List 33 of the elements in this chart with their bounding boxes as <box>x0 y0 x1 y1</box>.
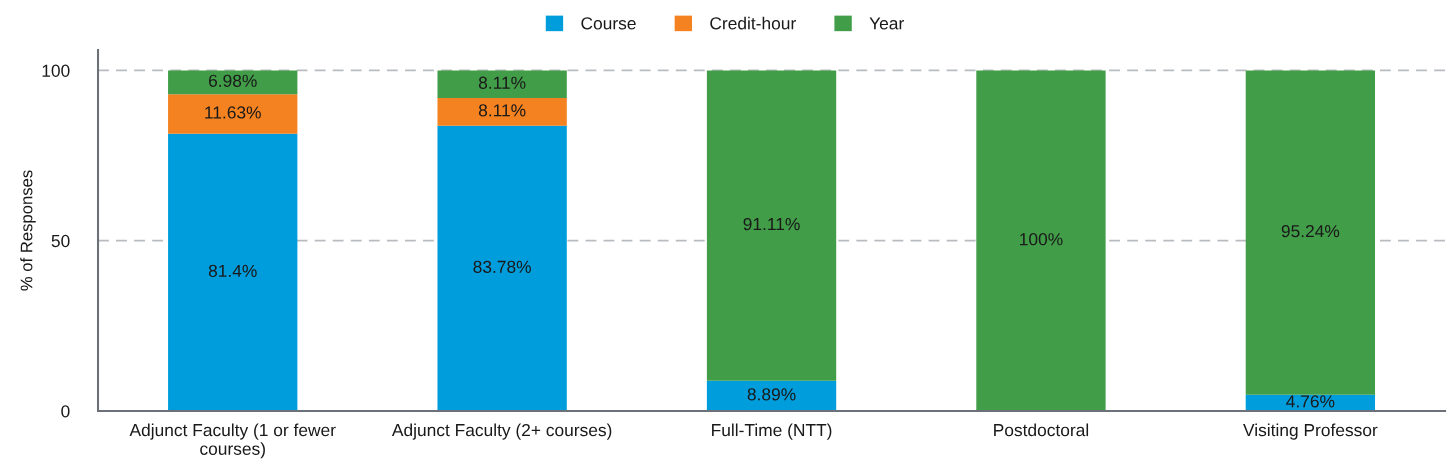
data-label: 95.24% <box>1281 224 1340 238</box>
bar <box>168 94 298 134</box>
x-tick-label: Adjunct Faculty (1 or fewer courses) <box>129 423 336 459</box>
bar <box>437 98 567 126</box>
data-label: 81.4% <box>208 264 257 278</box>
bar <box>976 70 1106 411</box>
y-tick-label: 100 <box>42 64 70 77</box>
x-tick-label: Postdoctoral <box>994 423 1089 437</box>
data-label: 8.89% <box>747 388 796 401</box>
data-label: 11.63% <box>205 106 261 119</box>
x-tick-label: Full-Time (NTT) <box>712 423 832 440</box>
data-label: 4.76% <box>1286 395 1335 408</box>
legend-label: Course <box>581 17 636 30</box>
bar <box>168 133 298 411</box>
bar <box>706 70 837 381</box>
x-tick-label: Adjunct Faculty (2+ courses) <box>391 423 612 440</box>
legend-label: Year <box>869 17 904 30</box>
legend-label: Credit-hour <box>710 16 796 30</box>
bar <box>437 125 567 411</box>
data-label: 8.11% <box>478 76 526 89</box>
y-tick-label: 50 <box>51 234 70 248</box>
data-label: 6.98% <box>208 74 257 87</box>
bar <box>1245 70 1376 395</box>
bar <box>437 70 567 99</box>
data-label: 100% <box>1020 233 1063 246</box>
y-tick-label: 0 <box>61 405 70 418</box>
bar <box>706 380 837 411</box>
y-axis-title: % of Responses <box>20 170 36 291</box>
data-label: 91.11% <box>743 217 800 231</box>
data-label: 83.78% <box>473 260 531 273</box>
bar <box>168 70 298 95</box>
x-tick-label: Visiting Professor <box>1243 423 1378 440</box>
data-label: 8.11% <box>478 104 526 117</box>
